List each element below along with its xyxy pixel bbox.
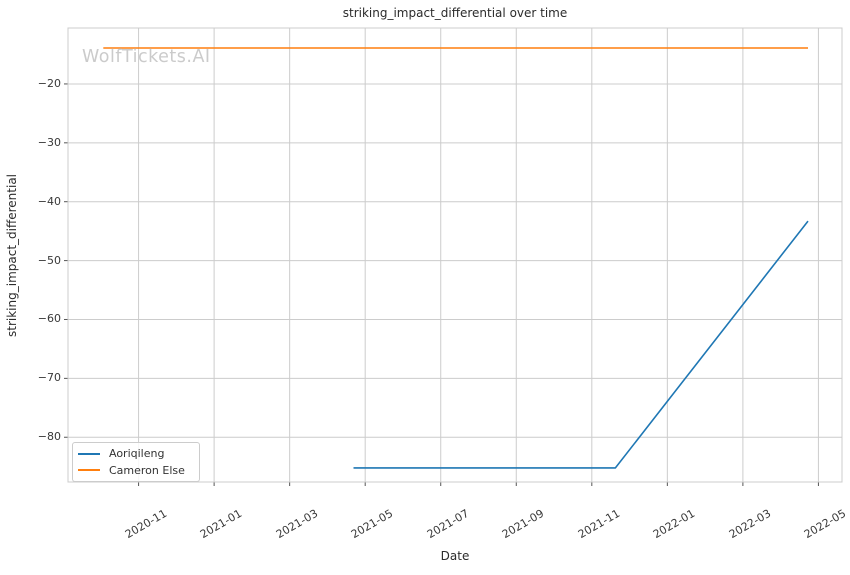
legend: Aoriqileng Cameron Else <box>72 442 200 482</box>
line-swatch-icon <box>78 452 100 455</box>
y-tick-label: −30 <box>37 135 61 149</box>
y-tick-label: −60 <box>37 312 61 326</box>
legend-item: Cameron Else <box>78 462 193 478</box>
series-line-aoriqileng <box>353 220 809 469</box>
legend-item: Aoriqileng <box>78 446 193 462</box>
y-tick-label: −50 <box>37 253 61 267</box>
watermark: WolfTickets.AI <box>82 47 211 67</box>
y-tick-label: −40 <box>37 194 61 208</box>
plot-border <box>67 27 843 483</box>
line-swatch-icon <box>78 469 100 472</box>
x-axis-label: Date <box>440 549 470 563</box>
legend-label: Aoriqileng <box>109 447 165 461</box>
y-tick-label: −80 <box>37 430 61 444</box>
y-tick-label: −20 <box>37 76 61 90</box>
y-tick-label: −70 <box>37 371 61 385</box>
legend-label: Cameron Else <box>109 463 185 477</box>
chart-title: striking_impact_differential over time <box>342 6 568 20</box>
